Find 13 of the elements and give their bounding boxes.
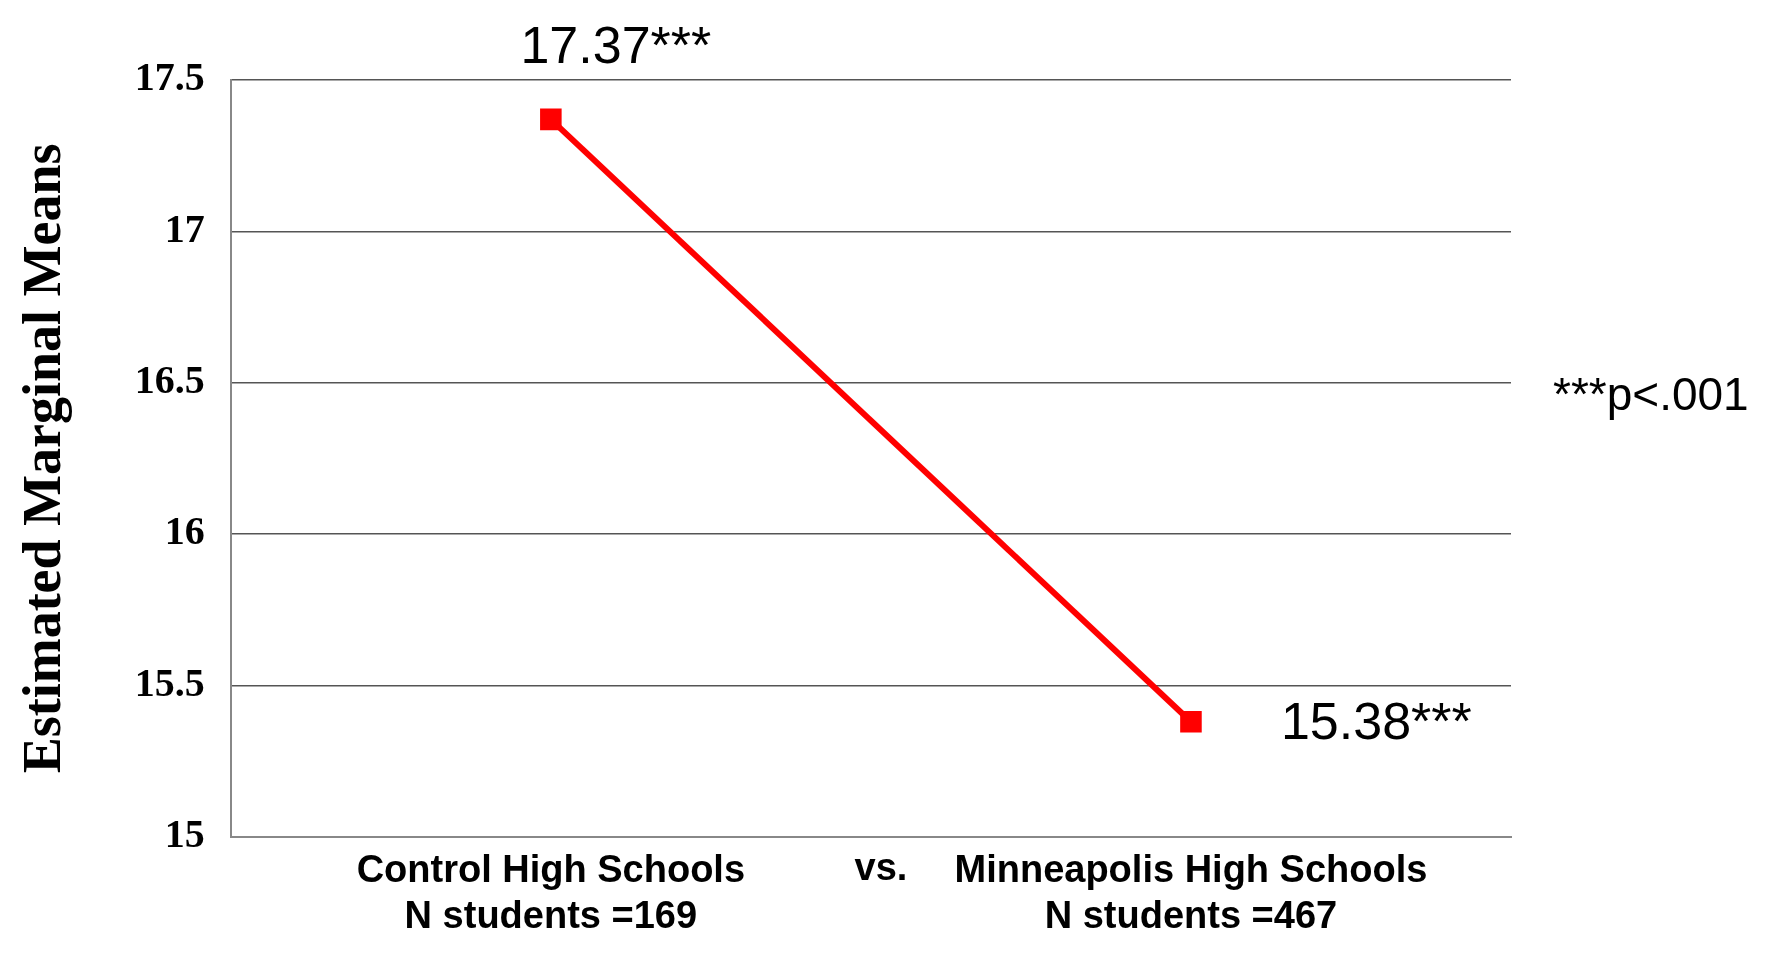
- x-tick-label: Minneapolis High Schools N students =467: [954, 848, 1428, 936]
- text: ***p<.001: [1553, 368, 1749, 421]
- x-tick-label: Control High Schools N students =169: [356, 848, 746, 936]
- y-tick-label: 15: [164, 811, 205, 857]
- y-tick-label: 16: [164, 508, 205, 554]
- y-axis-title: Estimated Marginal Means: [12, 143, 73, 774]
- y-tick-label: 17: [164, 205, 205, 251]
- text: vs.: [854, 846, 908, 889]
- y-tick-label: 17.5: [134, 54, 205, 100]
- y-tick-label: 16.5: [134, 357, 205, 403]
- data-label: 15.38***: [1280, 692, 1472, 751]
- data-label: 17.37***: [520, 15, 712, 74]
- y-tick-label: 15.5: [134, 659, 205, 705]
